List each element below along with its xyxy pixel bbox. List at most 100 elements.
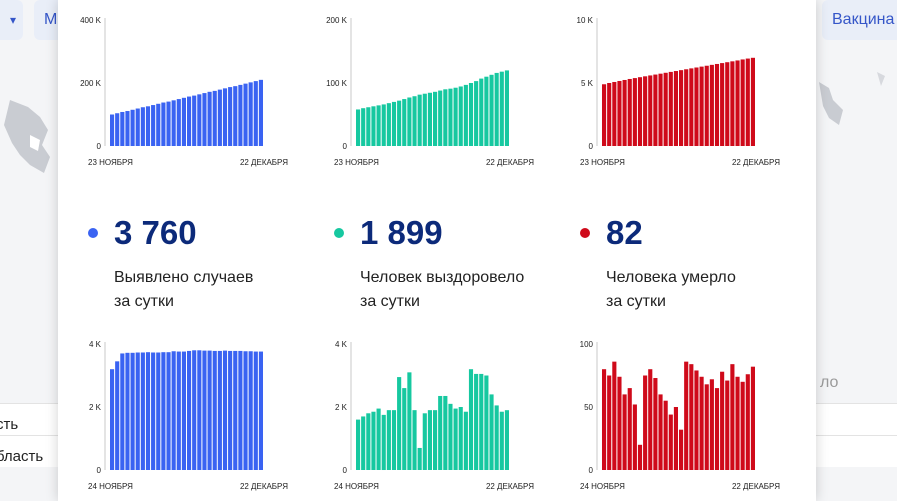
bar[interactable] [735, 376, 740, 470]
bar[interactable] [356, 419, 361, 470]
bar[interactable] [438, 90, 443, 146]
bar[interactable] [207, 91, 212, 146]
bar[interactable] [704, 384, 709, 470]
bar[interactable] [468, 83, 474, 146]
bar[interactable] [422, 93, 427, 146]
bar[interactable] [709, 64, 714, 146]
bar[interactable] [627, 388, 632, 470]
bar[interactable] [192, 350, 197, 470]
bar[interactable] [453, 408, 458, 470]
bar[interactable] [689, 364, 694, 470]
bar[interactable] [617, 376, 622, 470]
bar[interactable] [176, 351, 181, 470]
bar[interactable] [187, 350, 192, 470]
bar[interactable] [484, 375, 489, 471]
bar[interactable] [120, 111, 125, 146]
bar[interactable] [689, 68, 694, 146]
bar[interactable] [228, 87, 233, 146]
bar[interactable] [653, 378, 658, 470]
bar[interactable] [694, 67, 699, 147]
bar[interactable] [238, 84, 243, 146]
bar[interactable] [156, 352, 161, 471]
bar[interactable] [720, 63, 725, 147]
bar[interactable] [489, 74, 494, 146]
bar[interactable] [499, 71, 504, 146]
bar[interactable] [151, 352, 156, 471]
bar[interactable] [166, 101, 171, 146]
bar[interactable] [166, 352, 171, 470]
bar[interactable] [417, 94, 422, 146]
bar[interactable] [427, 92, 432, 146]
bar[interactable] [248, 82, 253, 146]
bar[interactable] [125, 111, 130, 146]
bar[interactable] [622, 394, 627, 470]
bar[interactable] [637, 444, 643, 470]
bar[interactable] [663, 72, 668, 146]
bar[interactable] [402, 388, 407, 470]
bar[interactable] [458, 407, 463, 470]
bar[interactable] [171, 100, 176, 146]
bar[interactable] [376, 408, 381, 470]
bar[interactable] [145, 352, 151, 470]
bar[interactable] [448, 403, 453, 470]
bar[interactable] [361, 108, 366, 146]
bar[interactable] [422, 413, 427, 470]
bar[interactable] [643, 375, 648, 471]
bar[interactable] [745, 374, 750, 470]
bar[interactable] [386, 410, 391, 470]
bar[interactable] [187, 96, 192, 146]
bar[interactable] [212, 350, 217, 470]
bar[interactable] [622, 79, 627, 146]
bar[interactable] [668, 414, 673, 470]
bar[interactable] [489, 394, 494, 470]
bar[interactable] [714, 388, 720, 470]
bar[interactable] [120, 353, 125, 470]
bar[interactable] [161, 102, 166, 146]
bar[interactable] [361, 416, 366, 470]
bar[interactable] [386, 103, 391, 146]
bar[interactable] [140, 352, 145, 471]
bar[interactable] [607, 83, 612, 146]
bar[interactable] [494, 72, 499, 146]
bar[interactable] [217, 350, 222, 470]
bar[interactable] [202, 350, 207, 470]
bar[interactable] [381, 414, 386, 471]
bar[interactable] [627, 78, 632, 146]
bar[interactable] [207, 350, 212, 470]
region-dropdown[interactable]: ▾ [0, 0, 23, 40]
bar[interactable] [458, 86, 463, 146]
bar[interactable] [412, 410, 417, 470]
bar[interactable] [110, 114, 115, 147]
bar[interactable] [673, 407, 678, 470]
bar[interactable] [176, 99, 181, 146]
bar[interactable] [140, 107, 145, 146]
bar[interactable] [366, 107, 371, 146]
bar[interactable] [371, 106, 376, 146]
bar[interactable] [750, 366, 755, 470]
bar[interactable] [243, 83, 248, 146]
bar[interactable] [632, 404, 637, 470]
bar[interactable] [504, 410, 509, 470]
bar[interactable] [673, 71, 678, 146]
bar[interactable] [714, 63, 720, 146]
bar[interactable] [658, 73, 663, 146]
bar[interactable] [725, 380, 730, 470]
bar[interactable] [253, 81, 258, 146]
bar[interactable] [417, 447, 422, 470]
bar[interactable] [694, 370, 699, 470]
bar[interactable] [181, 97, 186, 147]
bar[interactable] [407, 97, 412, 146]
bar[interactable] [668, 71, 673, 146]
bar[interactable] [115, 361, 120, 470]
bar[interactable] [253, 351, 258, 470]
bar[interactable] [135, 352, 140, 471]
bar[interactable] [238, 350, 243, 470]
bar[interactable] [212, 90, 217, 147]
bar[interactable] [453, 87, 458, 146]
bar[interactable] [463, 411, 468, 470]
bar[interactable] [222, 88, 228, 146]
bar[interactable] [412, 96, 417, 146]
bar[interactable] [468, 369, 474, 470]
bar[interactable] [709, 379, 714, 470]
bar[interactable] [617, 80, 622, 146]
